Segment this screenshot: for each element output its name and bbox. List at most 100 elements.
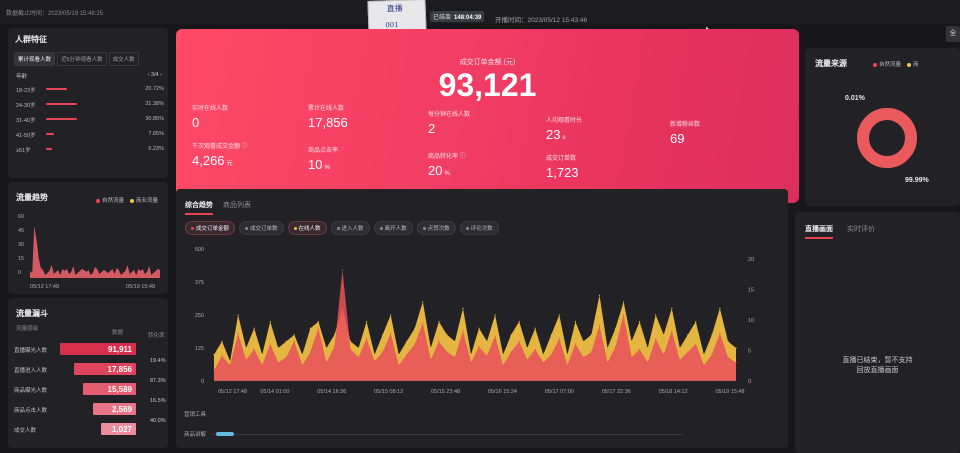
series-gmv-point (655, 338, 657, 340)
series-online-users-point (647, 347, 649, 349)
funnel-row: 成交人数 1,027 (14, 422, 166, 436)
x-tick: 05/15 08:12 (374, 389, 403, 395)
series-online-users-point (663, 334, 665, 336)
crowd-title: 人群特征 (15, 35, 47, 44)
series-gmv-point (486, 355, 488, 357)
age-row-label: 18-23岁 (16, 88, 36, 94)
tab-live-screen[interactable]: 直播画面 (805, 224, 833, 239)
x-tick: 05/12 17:48 (218, 389, 247, 395)
funnel-row-bar (93, 403, 136, 415)
hero-metric: 每分钟在线人数 2 (428, 109, 470, 136)
small-ytick: 0 (18, 270, 21, 276)
series-online-users-point (526, 347, 528, 349)
funnel-col-conv: 转化率 (148, 333, 165, 339)
left-ytick: 125 (195, 346, 204, 352)
series-gmv-point (631, 356, 633, 358)
funnel-col-level: 流量层级 (16, 326, 39, 332)
hero-metric-value: 0 (192, 115, 228, 130)
series-gmv-point (566, 364, 568, 366)
x-tick: 05/18 14:12 (659, 389, 688, 395)
live-ended-message: 直播已结束，暂不支持 回放直播画面 (795, 356, 960, 376)
series-online-users-point (711, 334, 713, 336)
series-gmv-point (430, 359, 432, 361)
series-online-users-point (534, 327, 536, 329)
chip-label: 点赞次数 (427, 226, 450, 232)
series-online-users-point (590, 334, 592, 336)
series-gmv-point (261, 364, 263, 366)
age-row: 41-50岁 7.65% (16, 129, 164, 141)
chip-label: 进入人数 (341, 226, 364, 232)
series-online-users-point (390, 314, 392, 316)
series-gmv-point (374, 360, 376, 362)
series-gmv-point (687, 351, 689, 353)
series-gmv-point (333, 346, 336, 348)
series-online-users-point (454, 340, 456, 342)
funnel-row-value: 15,589 (107, 385, 132, 394)
small-ytick: 15 (18, 256, 24, 262)
age-row-label: 24-30岁 (16, 103, 36, 109)
crowd-pager[interactable]: ‹ 3/4 › (147, 72, 162, 78)
metric-chip[interactable]: 成交订单金额 (185, 221, 236, 235)
series-online-users-point (542, 354, 544, 356)
series-online-users-point (735, 347, 737, 349)
series-online-users-point (374, 354, 376, 356)
series-online-users-point (470, 354, 472, 356)
tab-buyers[interactable]: 成交人数 (108, 52, 139, 66)
age-row-bar (46, 88, 67, 90)
gmv-value: 93,121 (438, 67, 537, 103)
main-trend-panel: 综合趋势 商品列表 成交订单金额 成交订单数 在线人数 进入人数 离开人数 点赞次数 评论次… (176, 189, 788, 448)
series-gmv-point (221, 355, 223, 357)
tab-overall-trend[interactable]: 综合趋势 (185, 200, 213, 215)
age-row: 31-40岁 30.85% (16, 114, 164, 126)
funnel-col-count: 数据 (112, 330, 124, 336)
series-gmv-point (526, 359, 528, 361)
age-row-bar (46, 133, 54, 135)
traffic-trend-chart: 60 45 30 15 0 05/12 17:48 05/19 15:48 (18, 214, 160, 290)
age-label: 年龄 (16, 74, 28, 80)
small-ytick: 30 (18, 242, 24, 248)
tab-realtime-reviews[interactable]: 实时评价 (847, 226, 875, 233)
tab-recent-viewers[interactable]: 近5分钟观看人数 (57, 52, 107, 66)
series-online-users-point (598, 294, 601, 296)
explain-marker[interactable] (216, 432, 234, 436)
traffic-trend-panel: 流量趋势 自然流量 商业流量 60 45 30 15 0 05/12 17:48 05/… (8, 182, 168, 294)
right-ytick: 15 (748, 288, 754, 294)
series-online-users-point (213, 354, 215, 356)
metric-chip[interactable]: 成交订单数 (239, 221, 284, 235)
series-gmv-point (285, 356, 287, 358)
chip-dot-icon (336, 227, 340, 231)
fullscreen-button[interactable]: 全 (946, 26, 960, 42)
chip-dot-icon (245, 227, 249, 231)
series-gmv-point (518, 340, 520, 342)
live-message-line-1: 直播已结束，暂不支持 (842, 357, 913, 364)
tab-cumulative-viewers[interactable]: 累计观看人数 (14, 52, 56, 66)
series-online-users-point (261, 354, 263, 356)
crowd-panel: 人群特征 累计观看人数 近5分钟观看人数 成交人数 年龄 ‹ 3/4 › 18-… (8, 28, 168, 178)
chip-dot-icon (191, 227, 194, 231)
series-gmv-point (719, 332, 721, 335)
metric-chip[interactable]: 点赞次数 (416, 221, 456, 235)
hero-metric-value: 23 s (546, 127, 582, 142)
series-online-users-point (229, 360, 231, 362)
metric-chip[interactable]: 进入人数 (330, 221, 370, 235)
series-online-users-point (221, 340, 223, 342)
series-online-users-point (582, 340, 584, 342)
metric-chip[interactable]: 离开人数 (373, 221, 413, 235)
funnel-row-bar (83, 383, 136, 395)
metric-chip[interactable]: 评论次数 (459, 221, 499, 235)
series-online-users-point (614, 327, 617, 329)
series-gmv-point (366, 338, 368, 340)
metric-chip[interactable]: 在线人数 (287, 221, 327, 235)
series-online-users-point (237, 314, 239, 316)
tab-product-list[interactable]: 商品列表 (223, 202, 251, 209)
age-row: ≥51岁 6.23% (16, 144, 164, 156)
funnel-conversion: 87.3% (150, 378, 166, 384)
funnel-conversion: 16.5% (150, 398, 166, 404)
funnel-row: 直播进入人数 17,856 (14, 362, 166, 376)
right-ytick: 10 (748, 318, 754, 324)
series-gmv-point (245, 359, 247, 361)
funnel-row: 商品点击人数 2,569 (14, 402, 166, 416)
funnel-row: 直播曝光人数 91,911 (14, 342, 166, 356)
live-message-line-2: 回放直播画面 (856, 367, 899, 374)
donut-slice-natural (857, 108, 917, 168)
